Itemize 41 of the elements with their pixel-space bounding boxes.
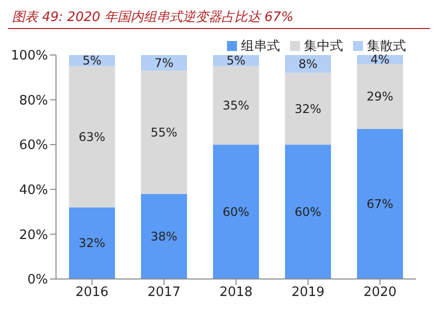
data-label: 4% [370,52,390,66]
bar [141,194,187,279]
bar [285,55,331,73]
data-label: 32% [294,102,322,116]
data-label: 29% [366,89,394,104]
data-label: 7% [154,56,174,70]
x-tick-label: 2018 [219,285,253,300]
chart-title: 图表 49: 2020 年国内组串式逆变器占比达 67% [8,8,430,29]
bar [285,144,331,279]
bar [69,207,115,279]
data-label: 5% [226,54,246,68]
data-label: 5% [82,54,102,68]
y-tick-label: 60% [19,138,48,154]
y-tick-label: 80% [19,93,48,108]
data-label: 60% [294,204,322,219]
data-label: 67% [366,196,394,211]
y-tick-label: 20% [19,228,48,243]
bar [285,72,331,145]
bar [141,70,187,194]
x-tick-label: 2020 [363,285,397,300]
x-tick-label: 2019 [291,285,325,300]
legend-label: 集中式 [304,39,343,54]
x-tick-label: 2017 [147,285,181,300]
bar [69,66,115,208]
data-label: 38% [150,229,178,244]
legend-label: 集散式 [367,39,406,54]
y-tick-label: 0% [27,272,48,288]
bar [357,64,403,129]
y-tick-label: 40% [19,183,48,198]
data-label: 32% [78,236,106,250]
y-tick-label: 100% [10,48,48,64]
data-label: 55% [150,125,178,140]
bar [213,66,259,145]
data-label: 35% [222,98,250,112]
data-label: 63% [78,130,106,144]
legend-label: 组串式 [241,39,280,54]
data-label: 60% [222,204,250,219]
bar [357,128,403,279]
x-tick-label: 2016 [75,285,109,300]
data-label: 8% [298,56,318,71]
bar [213,144,259,279]
